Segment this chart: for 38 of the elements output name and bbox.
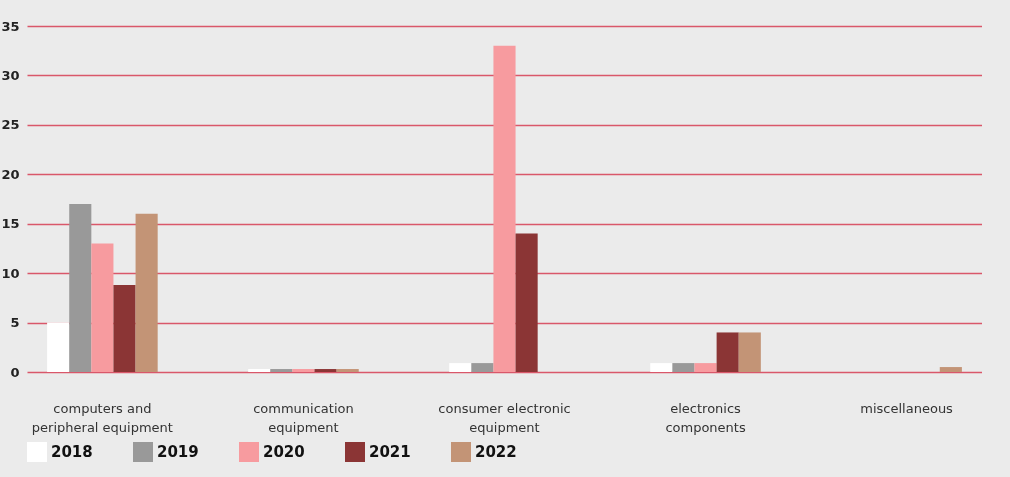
bar bbox=[292, 369, 315, 372]
bar bbox=[694, 363, 717, 372]
bar bbox=[248, 369, 271, 372]
legend-label: 2021 bbox=[369, 443, 411, 461]
y-tick-label: 35 bbox=[1, 18, 20, 34]
bar bbox=[939, 367, 962, 372]
bar bbox=[135, 213, 158, 372]
legend-label: 2020 bbox=[263, 443, 305, 461]
bar bbox=[738, 332, 761, 372]
y-tick-label: 30 bbox=[1, 67, 20, 83]
x-tick-label: electronics components bbox=[665, 400, 746, 435]
bar bbox=[270, 369, 293, 372]
bar bbox=[314, 369, 337, 372]
bar bbox=[493, 45, 516, 372]
legend-label: 2018 bbox=[51, 443, 93, 461]
legend-label: 2019 bbox=[157, 443, 199, 461]
bar bbox=[113, 285, 136, 372]
bar bbox=[449, 363, 472, 372]
bar bbox=[471, 363, 494, 372]
x-tick-label: communication equipment bbox=[253, 400, 354, 435]
x-tick-label: miscellaneous bbox=[860, 400, 954, 416]
bar bbox=[515, 233, 538, 372]
x-tick-label: computers and peripheral equipment bbox=[31, 400, 173, 435]
y-tick-label: 25 bbox=[1, 117, 20, 133]
bar bbox=[672, 363, 695, 372]
y-tick-label: 20 bbox=[1, 166, 20, 182]
y-tick-label: 15 bbox=[1, 216, 20, 232]
bar bbox=[716, 332, 739, 372]
y-tick-label: 0 bbox=[10, 364, 20, 380]
bar bbox=[69, 203, 92, 372]
bar bbox=[47, 322, 70, 372]
y-tick-label: 10 bbox=[1, 265, 20, 281]
bar bbox=[650, 363, 673, 372]
legend-label: 2022 bbox=[475, 443, 517, 461]
bar bbox=[336, 369, 359, 372]
y-tick-label: 5 bbox=[10, 315, 20, 331]
x-tick-label: consumer electronic equipment bbox=[438, 400, 571, 435]
bar bbox=[91, 243, 114, 372]
